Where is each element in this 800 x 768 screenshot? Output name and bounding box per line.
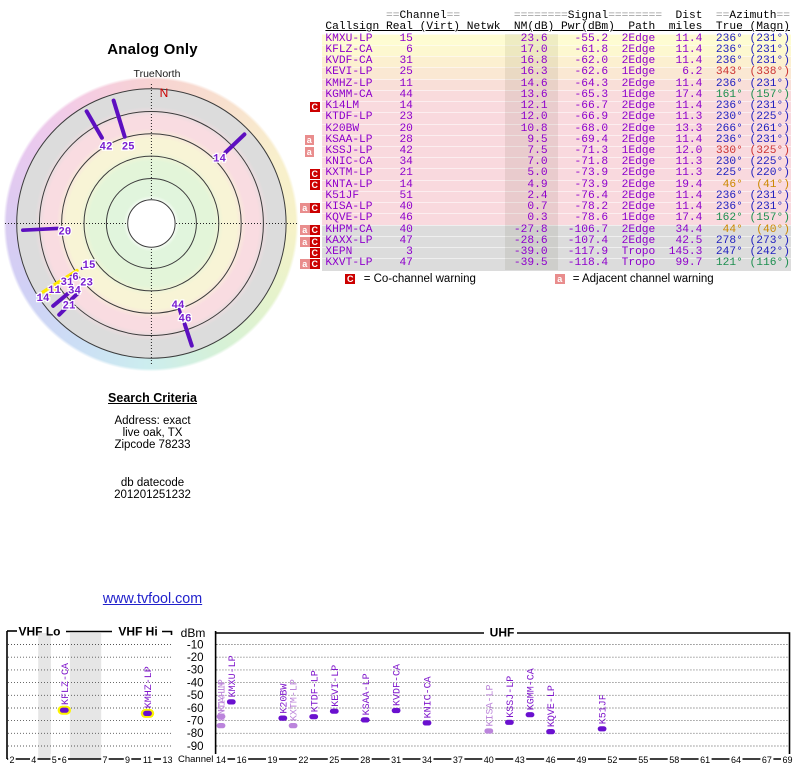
svg-text:34: 34 [68, 286, 81, 298]
svg-text:-20: -20 [187, 652, 204, 664]
svg-text:23: 23 [80, 278, 93, 290]
svg-text:9: 9 [125, 755, 130, 765]
svg-text:31: 31 [61, 277, 74, 289]
svg-text:KSSJ-LP: KSSJ-LP [506, 676, 517, 718]
svg-text:52: 52 [607, 755, 617, 765]
svg-text:VHF Lo: VHF Lo [19, 625, 61, 639]
svg-text:14: 14 [37, 293, 50, 305]
svg-text:4: 4 [31, 755, 36, 765]
svg-text:-40: -40 [187, 677, 204, 689]
svg-text:37: 37 [453, 755, 463, 765]
svg-text:K14LM: K14LM [218, 682, 229, 712]
svg-text:25: 25 [329, 755, 339, 765]
svg-text:2: 2 [9, 755, 14, 765]
svg-text:N: N [160, 86, 169, 100]
svg-text:KXTM-LP: KXTM-LP [290, 679, 301, 721]
svg-text:-50: -50 [187, 690, 204, 702]
svg-text:5: 5 [52, 755, 57, 765]
svg-text:55: 55 [638, 755, 648, 765]
svg-text:6: 6 [72, 272, 78, 284]
svg-text:KTDF-LP: KTDF-LP [310, 670, 321, 712]
svg-text:22: 22 [298, 755, 308, 765]
svg-text:46: 46 [179, 314, 192, 326]
svg-text:KNIC-CA: KNIC-CA [424, 676, 435, 718]
svg-text:6: 6 [62, 755, 67, 765]
svg-text:-90: -90 [187, 741, 204, 753]
svg-text:dBm: dBm [181, 626, 206, 640]
svg-text:KISA-LP: KISA-LP [485, 684, 496, 726]
svg-text:KVDF-CA: KVDF-CA [393, 664, 404, 706]
svg-text:16: 16 [237, 755, 247, 765]
svg-text:VHF Hi: VHF Hi [118, 625, 157, 639]
svg-text:Channel: Channel [178, 754, 213, 765]
svg-text:13: 13 [162, 755, 172, 765]
svg-text:21: 21 [63, 301, 76, 313]
svg-text:KMHZ-LP: KMHZ-LP [144, 666, 155, 708]
svg-text:42: 42 [100, 142, 113, 154]
svg-text:61: 61 [700, 755, 710, 765]
svg-text:K51JF: K51JF [599, 694, 610, 724]
svg-text:14: 14 [216, 755, 226, 765]
svg-text:49: 49 [576, 755, 586, 765]
svg-text:KNTA-LP: KNTA-LP [218, 679, 229, 721]
svg-text:KEVI-LP: KEVI-LP [331, 665, 342, 707]
svg-text:-80: -80 [187, 728, 204, 740]
svg-text:44: 44 [172, 300, 185, 312]
svg-text:19: 19 [267, 755, 277, 765]
svg-text:14: 14 [213, 154, 226, 166]
svg-text:UHF: UHF [490, 626, 515, 640]
svg-text:69: 69 [782, 755, 792, 765]
svg-text:KQVE-LP: KQVE-LP [547, 685, 558, 727]
svg-text:25: 25 [122, 142, 135, 154]
svg-text:KGMM-CA: KGMM-CA [527, 668, 538, 710]
svg-text:64: 64 [731, 755, 741, 765]
svg-text:-30: -30 [187, 665, 204, 677]
svg-text:11: 11 [48, 285, 61, 297]
svg-text:67: 67 [762, 755, 772, 765]
svg-text:KFLZ-CA: KFLZ-CA [61, 663, 72, 705]
svg-text:58: 58 [669, 755, 679, 765]
svg-text:31: 31 [391, 755, 401, 765]
svg-text:-10: -10 [187, 639, 204, 651]
svg-text:-60: -60 [187, 703, 204, 715]
svg-text:7: 7 [102, 755, 107, 765]
svg-text:43: 43 [515, 755, 525, 765]
svg-text:34: 34 [422, 755, 432, 765]
svg-text:46: 46 [546, 755, 556, 765]
svg-text:20: 20 [58, 226, 71, 238]
svg-text:TrueNorth: TrueNorth [134, 68, 181, 80]
svg-text:KSAA-LP: KSAA-LP [362, 673, 373, 715]
svg-text:11: 11 [143, 755, 152, 765]
svg-text:28: 28 [360, 755, 370, 765]
svg-text:-70: -70 [187, 715, 204, 727]
svg-text:15: 15 [83, 260, 96, 272]
svg-text:40: 40 [484, 755, 494, 765]
svg-text:KMXU-LP: KMXU-LP [228, 655, 239, 697]
svg-text:K20BW: K20BW [279, 684, 290, 714]
